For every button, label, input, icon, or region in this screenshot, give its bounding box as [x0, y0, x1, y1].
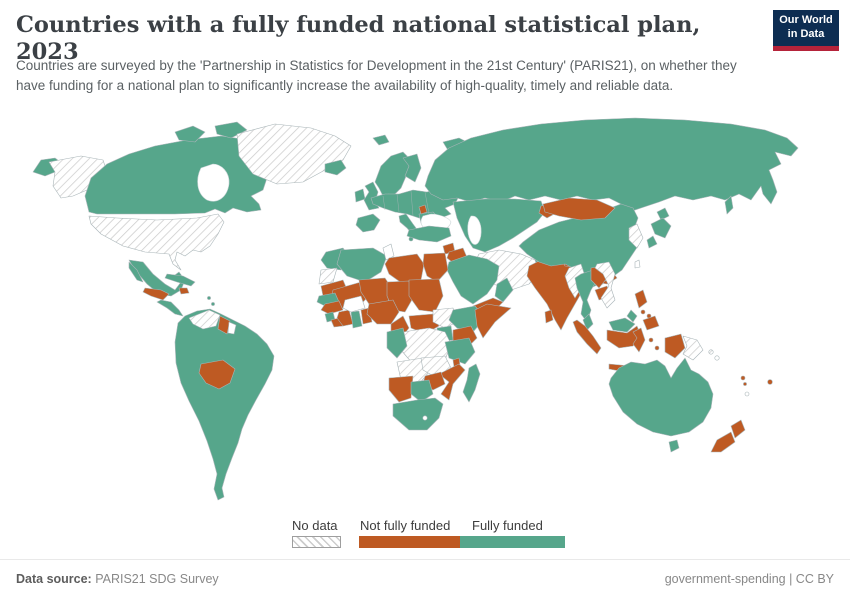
attribution-link[interactable]: government-spending | CC BY [664, 572, 834, 586]
data-source-value: PARIS21 SDG Survey [95, 572, 219, 586]
region-oceania[interactable] [608, 357, 773, 453]
country-tanzania [444, 337, 476, 365]
country-new-zealand-south [710, 431, 736, 453]
country-saudi-arabia [446, 254, 500, 305]
country-western-sahara [318, 267, 338, 285]
caspian-sea [467, 215, 482, 245]
owid-logo-line2: in Data [787, 28, 825, 40]
country-brazil-and-neighbors [174, 308, 275, 501]
island-sulawesi [632, 327, 646, 353]
country-guyana [217, 315, 231, 335]
island-sumatra [572, 319, 602, 355]
country-guatemala-honduras [142, 287, 170, 301]
country-usa [88, 213, 225, 271]
country-mongolia [542, 197, 616, 221]
country-sudan [408, 278, 444, 313]
country-haiti-dr [178, 287, 190, 295]
country-vietnam [594, 261, 616, 309]
region-southeast-asia[interactable] [564, 261, 720, 381]
region-africa[interactable] [316, 243, 512, 431]
country-ireland [354, 188, 366, 203]
country-oman [494, 277, 514, 303]
country-south-sudan [432, 307, 458, 329]
country-papua-new-guinea [682, 335, 704, 361]
country-moldova [418, 204, 428, 215]
chart-subtitle: Countries are surveyed by the 'Partnersh… [16, 58, 737, 94]
country-somalia [474, 303, 512, 339]
region-north-america[interactable] [32, 121, 352, 317]
country-ghana [350, 310, 363, 329]
country-turkey [406, 225, 452, 243]
country-australia [608, 357, 714, 437]
country-tunisia [382, 243, 395, 261]
country-sri-lanka [544, 309, 554, 324]
hudson-bay [197, 163, 230, 202]
country-korea [628, 223, 644, 249]
country-south-africa [392, 397, 444, 431]
country-taiwan [634, 259, 641, 269]
country-japan-kyushu [646, 235, 658, 249]
country-botswana [410, 379, 434, 403]
country-bolivia [198, 359, 236, 390]
country-cuba [164, 273, 196, 287]
country-philippines-mindanao [642, 315, 660, 331]
country-mozambique [438, 363, 466, 401]
country-namibia [388, 375, 414, 403]
baja-california [128, 261, 144, 283]
country-malaysia-borneo [608, 317, 636, 333]
country-new-zealand-north [730, 419, 746, 439]
country-fiji [767, 379, 773, 385]
chart-footer: Data source: PARIS21 SDG Survey governme… [0, 559, 850, 600]
data-source: Data source: PARIS21 SDG Survey [16, 572, 219, 586]
world-map[interactable] [25, 112, 830, 512]
legend-not-fully-funded-label: Not fully funded [360, 518, 451, 533]
country-guinea [320, 300, 344, 315]
owid-logo-line1: Our World [779, 14, 833, 27]
legend-not-fully-funded-swatch[interactable] [359, 536, 460, 548]
country-burkina-faso [342, 295, 366, 313]
legend-fully-funded-label: Fully funded [472, 518, 543, 533]
country-indonesia-papua [664, 333, 686, 359]
country-algeria [336, 247, 388, 283]
region-russia-central-asia[interactable] [420, 117, 799, 253]
country-philippines-luzon [634, 289, 648, 309]
legend-fully-funded-swatch[interactable] [460, 536, 565, 548]
data-source-label: Data source: [16, 572, 92, 586]
legend-no-data-label: No data [292, 518, 338, 533]
island-sakhalin [724, 195, 734, 215]
island-palawan [626, 309, 638, 323]
island-new-caledonia [744, 391, 750, 397]
legend-no-data-swatch[interactable] [292, 536, 341, 548]
country-finland [402, 153, 422, 183]
country-madagascar [462, 363, 481, 403]
country-spain-portugal [355, 213, 381, 233]
region-south-america[interactable] [174, 308, 275, 501]
owid-logo[interactable]: Our World in Data [773, 10, 839, 51]
country-lesotho [422, 415, 428, 421]
country-venezuela [188, 309, 221, 330]
country-iceland [324, 159, 347, 176]
country-japan-honshu [650, 217, 672, 239]
country-japan-hokkaido [656, 207, 670, 221]
country-egypt [422, 252, 449, 283]
country-mexico [128, 259, 186, 297]
island-tasmania [668, 439, 680, 453]
country-suriname [227, 321, 237, 335]
page-title: Countries with a fully funded national s… [16, 12, 701, 65]
country-gabon-congo [386, 327, 408, 359]
country-vanuatu [740, 375, 746, 381]
country-central-america [156, 299, 184, 317]
country-russia [424, 117, 799, 213]
